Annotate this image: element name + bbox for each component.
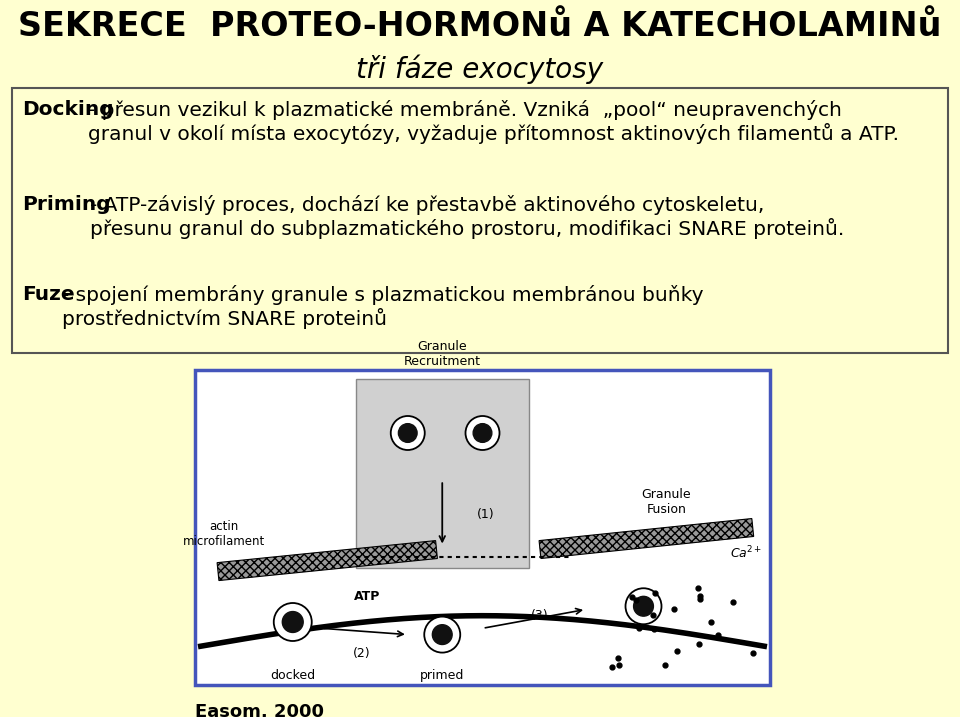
Text: - ATP-závislý proces, dochází ke přestavbě aktinového cytoskeletu,
přesunu granu: - ATP-závislý proces, dochází ke přestav… xyxy=(90,195,844,239)
Text: - přesun vezikul k plazmatické membráně. Vzniká  „pool“ neupravenchých
granul v : - přesun vezikul k plazmatické membráně.… xyxy=(88,100,899,144)
Bar xyxy=(12,88,948,353)
Circle shape xyxy=(634,597,654,616)
Text: (2): (2) xyxy=(353,647,371,660)
Circle shape xyxy=(626,588,661,625)
Text: Ca$^{2+}$: Ca$^{2+}$ xyxy=(730,544,762,561)
Polygon shape xyxy=(217,541,438,581)
Polygon shape xyxy=(540,518,754,559)
Bar xyxy=(356,379,529,569)
Text: Granule
Recruitment: Granule Recruitment xyxy=(404,340,481,368)
Text: Fuze: Fuze xyxy=(22,285,75,304)
Text: Priming: Priming xyxy=(22,195,110,214)
Circle shape xyxy=(466,416,499,450)
Text: primed: primed xyxy=(420,669,465,682)
Text: Docking: Docking xyxy=(22,100,113,119)
Text: ATP: ATP xyxy=(354,590,381,603)
Circle shape xyxy=(398,424,417,442)
Circle shape xyxy=(432,625,452,645)
Text: (1): (1) xyxy=(477,508,494,521)
Text: tři fáze exocytosy: tři fáze exocytosy xyxy=(356,55,604,85)
Text: docked: docked xyxy=(270,669,315,682)
Bar xyxy=(195,370,770,685)
Circle shape xyxy=(274,603,312,641)
Text: Granule
Fusion: Granule Fusion xyxy=(641,488,691,516)
Circle shape xyxy=(473,424,492,442)
Text: SEKRECE  PROTEO-HORMONů A KATECHOLAMINů: SEKRECE PROTEO-HORMONů A KATECHOLAMINů xyxy=(18,10,942,43)
Circle shape xyxy=(391,416,424,450)
Text: Easom, 2000: Easom, 2000 xyxy=(195,703,324,717)
Text: (3): (3) xyxy=(531,609,549,622)
Circle shape xyxy=(424,617,460,652)
Text: - spojení membrány granule s plazmatickou membránou buňky
prostřednictvím SNARE : - spojení membrány granule s plazmaticko… xyxy=(62,285,704,329)
Circle shape xyxy=(282,612,303,632)
Text: actin
microfilament: actin microfilament xyxy=(182,520,265,548)
